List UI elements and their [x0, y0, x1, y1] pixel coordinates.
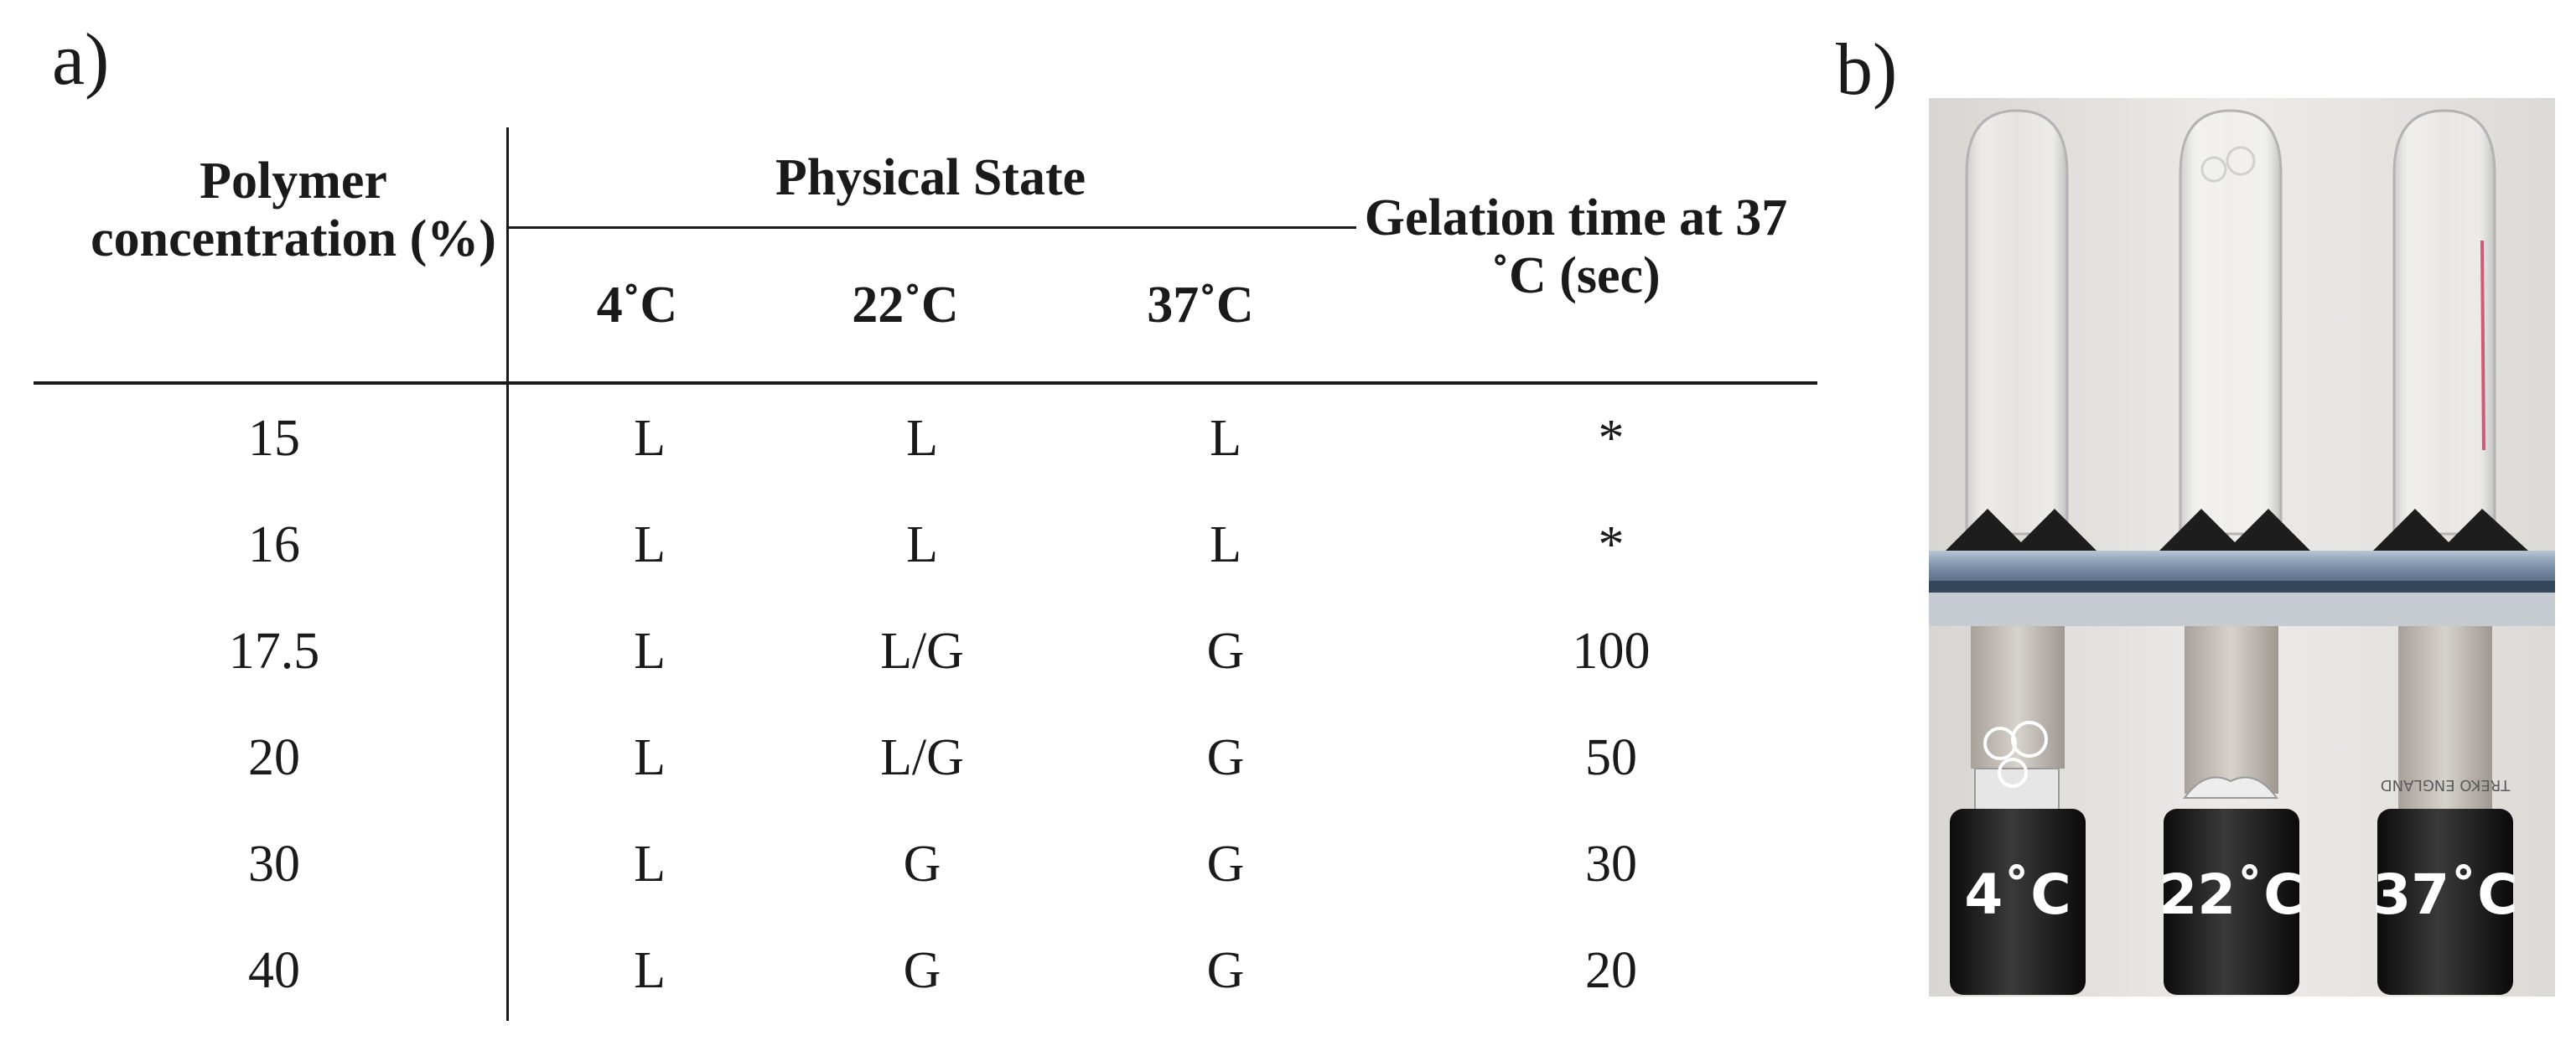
cell-t4: L: [634, 942, 666, 999]
tubes-photo: TREKO ENGLAND 4˚C 22˚C 37˚C: [1929, 98, 2555, 997]
cell-t4: L: [634, 836, 666, 893]
header-rule: [34, 381, 1817, 385]
cell-t4: L: [634, 516, 666, 573]
tube-label-22c: 22˚C: [2159, 862, 2304, 927]
cell-gelation: 100: [1572, 623, 1651, 680]
cell-t37: L: [1210, 516, 1241, 573]
cell-t37: G: [1206, 623, 1245, 680]
tube-37c: TREKO ENGLAND: [2377, 109, 2513, 995]
cell-gelation: 20: [1585, 942, 1637, 999]
panel-a-label: a): [52, 19, 110, 101]
tubes-photo-drawing: TREKO ENGLAND: [1929, 98, 2555, 997]
cell-t4: L: [634, 729, 666, 786]
tube-label-37c: 37˚C: [2372, 862, 2518, 927]
cell-t22: L/G: [880, 729, 964, 786]
tube-rack: [1929, 509, 2555, 626]
cell-gelation: *: [1598, 516, 1625, 573]
tube-engraving: TREKO ENGLAND: [2381, 776, 2511, 794]
cell-t37: G: [1206, 836, 1245, 893]
header-polymer-concentration: Polymer concentration (%): [91, 153, 496, 268]
tube-4c: [1950, 109, 2086, 995]
tube-label-4c: 4˚C: [1964, 862, 2071, 927]
subheader-rule: [508, 226, 1356, 229]
cell-t22: L: [906, 410, 938, 467]
cell-t37: L: [1210, 410, 1241, 467]
cell-gelation: 30: [1585, 836, 1637, 893]
cell-t22: L: [906, 516, 938, 573]
cell-concentration: 17.5: [228, 623, 320, 680]
cell-t4: L: [634, 410, 666, 467]
cell-t37: G: [1206, 729, 1245, 786]
cell-gelation: *: [1598, 410, 1625, 467]
header-gelation-time: Gelation time at 37 ˚C (sec): [1364, 189, 1788, 305]
header-temp-37c: 37˚C: [1147, 277, 1254, 334]
column-divider: [506, 127, 509, 1021]
cell-concentration: 15: [248, 410, 300, 467]
cell-gelation: 50: [1585, 729, 1637, 786]
cell-t22: L/G: [880, 623, 964, 680]
cell-concentration: 20: [248, 729, 300, 786]
tube-22c: [2164, 109, 2299, 995]
cell-t22: G: [903, 942, 941, 999]
cell-concentration: 40: [248, 942, 300, 999]
cell-concentration: 30: [248, 836, 300, 893]
cell-concentration: 16: [248, 516, 300, 573]
header-physical-state: Physical State: [775, 149, 1086, 206]
panel-b-label: b): [1836, 29, 1898, 111]
cell-t4: L: [634, 623, 666, 680]
cell-t37: G: [1206, 942, 1245, 999]
header-temp-4c: 4˚C: [596, 277, 678, 334]
cell-t22: G: [903, 836, 941, 893]
header-temp-22c: 22˚C: [852, 277, 959, 334]
